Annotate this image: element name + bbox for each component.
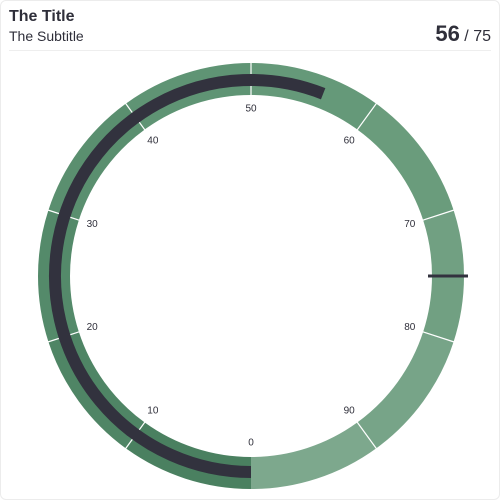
band-separator-9 [352,415,378,450]
card-header: The Title The Subtitle 56 / 75 [9,5,491,51]
tick-label-50: 50 [245,104,257,115]
value-arc-layer [49,74,326,478]
band-separator-7 [415,209,455,224]
current-value: 56 [435,21,460,46]
tick-label-40: 40 [147,136,159,147]
tick-label-70: 70 [404,219,416,230]
tick-label-60: 60 [344,136,356,147]
value-readout: 56 / 75 [435,21,491,47]
tick-labels: 0 10 20 30 40 50 60 70 80 90 [87,104,416,449]
tick-label-0: 0 [248,438,254,449]
target-value: 75 [473,28,491,45]
tick-label-20: 20 [87,322,99,333]
gauge-band-8 [357,331,454,449]
chart-title: The Title [9,8,75,25]
tick-label-80: 80 [404,322,416,333]
band-separator-6 [352,102,378,137]
tick-label-90: 90 [344,406,356,417]
gauge-bands [38,62,464,489]
value-separator: / [464,28,469,45]
tick-label-10: 10 [147,406,159,417]
value-arc [49,74,326,478]
tick-label-30: 30 [87,219,99,230]
gauge-band-9 [251,422,377,489]
chart-subtitle: The Subtitle [9,28,84,44]
band-separator-8 [415,328,455,343]
gauge-band-6 [357,103,454,221]
